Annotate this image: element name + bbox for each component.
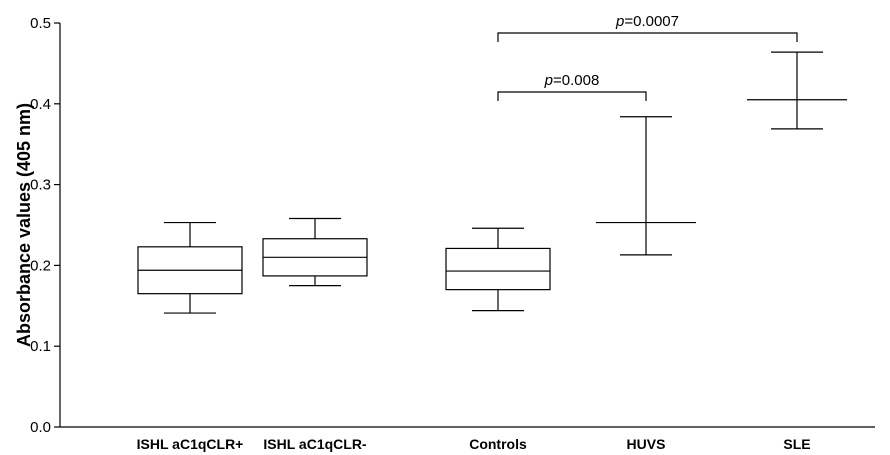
box-3 [445, 227, 551, 312]
p-value: =0.008 [553, 72, 599, 89]
x-tick-label: Controls [469, 436, 527, 452]
box-2 [262, 217, 368, 287]
p-symbol: p [544, 72, 553, 89]
x-tick-label: HUVS [627, 436, 666, 452]
p-symbol: p [615, 13, 624, 30]
y-tick-label: 0.3 [30, 177, 51, 194]
box-4 [596, 116, 696, 256]
y-tick-label: 0.2 [30, 257, 51, 274]
p-value-label: p=0.0007 [615, 13, 679, 30]
axes [59, 23, 875, 428]
boxes [137, 51, 847, 314]
y-tick-label: 0.0 [30, 419, 51, 436]
box-5 [747, 51, 847, 130]
y-axis-title: Absorbance values (405 nm) [14, 103, 34, 347]
x-axis-labels: ISHL aC1qCLR+ ISHL aC1qCLR- Controls HUVS SL… [137, 436, 811, 452]
bracket-line [497, 32, 798, 42]
box-iqr [445, 247, 551, 291]
y-axis-ticks: 0.0 0.1 0.2 0.3 0.4 0.5 [30, 15, 60, 436]
x-tick-label: ISHL aC1qCLR- [263, 436, 367, 452]
y-tick-label: 0.1 [30, 338, 51, 355]
comparison-bracket-2: p=0.0007 [497, 13, 798, 42]
bracket-line [497, 91, 647, 101]
x-tick-label: SLE [783, 436, 810, 452]
p-value-label: p=0.008 [544, 72, 600, 89]
p-value: =0.0007 [624, 13, 679, 30]
box-1 [137, 221, 243, 314]
x-tick-label: ISHL aC1qCLR+ [137, 436, 244, 452]
y-tick-label: 0.4 [30, 96, 51, 113]
y-tick-label: 0.5 [30, 15, 51, 32]
comparison-bracket-1: p=0.008 [497, 72, 647, 101]
